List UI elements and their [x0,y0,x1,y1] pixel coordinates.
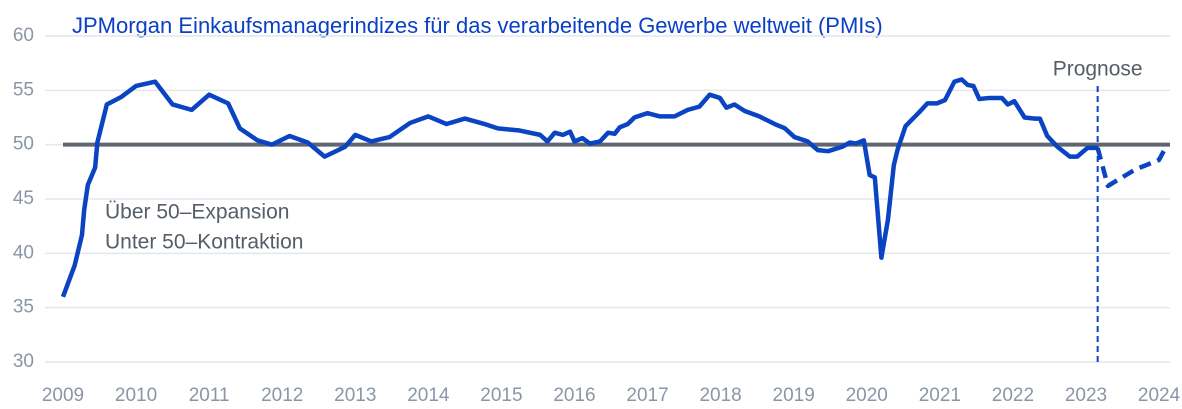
x-tick-label: 2013 [334,385,376,406]
x-tick-label: 2011 [189,385,230,406]
y-tick-label: 40 [13,242,34,263]
y-tick-label: 30 [13,351,34,372]
x-tick-label: 2020 [846,385,888,406]
x-tick-label: 2016 [553,385,595,406]
x-tick-label: 2021 [919,385,961,406]
x-tick-label: 2022 [992,385,1034,406]
x-tick-label: 2023 [1065,385,1107,406]
data-line [60,77,1098,298]
y-tick-label: 55 [13,79,34,100]
x-tick-label: 2017 [626,385,668,406]
x-tick-label: 2009 [42,385,84,406]
x-tick-label: 2010 [115,385,157,406]
x-tick-label: 2014 [407,385,450,406]
data-line [1095,143,1170,189]
annotation: Über 50–Expansion [105,201,289,224]
x-tick-label: 2012 [261,385,303,406]
y-tick-label: 35 [13,297,34,318]
annotation: Unter 50–Kontraktion [105,231,303,254]
forecast-label: Prognose [1053,58,1143,81]
x-tick-label: 2024 [1138,385,1181,406]
x-tick-label: 2018 [699,385,741,406]
y-tick-label: 45 [13,188,34,209]
chart-title: JPMorgan Einkaufsmanagerindizes für das … [72,13,883,38]
x-tick-label: 2019 [773,385,815,406]
y-tick-label: 50 [13,134,34,155]
x-tick-label: 2015 [480,385,522,406]
y-tick-label: 60 [13,25,34,46]
